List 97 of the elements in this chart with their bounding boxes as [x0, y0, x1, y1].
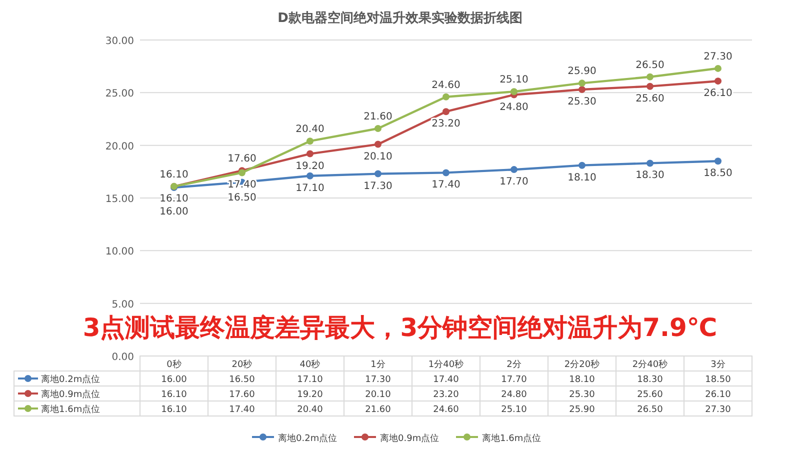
text: 20.10: [364, 151, 392, 162]
data-label: 20.10: [365, 390, 392, 400]
data-label: 24.80: [501, 390, 528, 400]
x-tick-label: 1分40秒: [428, 359, 464, 370]
point: [646, 160, 654, 167]
point: [510, 166, 518, 174]
text: 16.50: [228, 192, 256, 204]
text: 17.70: [500, 176, 528, 188]
x-tick-label: 3分: [710, 359, 726, 370]
text: 27.30: [704, 51, 732, 62]
point: [646, 73, 654, 80]
text: 16.10: [160, 193, 188, 204]
legend-label: 离地0.9m点位: [41, 389, 100, 400]
data-label: 21.60: [365, 405, 392, 415]
data-label: 20.40: [297, 405, 324, 415]
data-label: 24.60: [433, 405, 460, 415]
data-label: 17.70: [501, 375, 528, 385]
point: [442, 108, 450, 116]
data-label: 17.30: [365, 375, 392, 385]
text: 17.30: [364, 180, 392, 192]
text: 25.60: [636, 93, 664, 104]
point: [646, 82, 654, 90]
text: 离地1.6m点位: [482, 434, 542, 444]
point: [442, 93, 450, 100]
data-label: 25.30: [569, 390, 596, 400]
text: 25.90: [568, 66, 596, 78]
y-tick-label: 5.00: [112, 299, 134, 310]
x-tick-label: 20秒: [232, 359, 252, 370]
data-label: 19.20: [297, 390, 324, 400]
data-label: 17.10: [297, 375, 324, 385]
data-label: 16.00: [161, 375, 188, 385]
x-tick-label: 2分20秒: [564, 359, 600, 370]
x-tick-label: 2分: [506, 359, 522, 370]
point: [578, 80, 586, 87]
point: [510, 88, 518, 96]
x-tick-label: 2分40秒: [632, 359, 668, 370]
text: 24.60: [432, 80, 460, 91]
chart-title: D款电器空间绝对温升效果实验数据折线图: [278, 10, 522, 26]
x-tick-label: 40秒: [300, 359, 320, 370]
text: 离地0.2m点位: [278, 434, 338, 444]
data-label: 26.10: [705, 390, 732, 400]
data-label: 17.40: [229, 405, 256, 415]
text: 18.50: [704, 168, 732, 180]
legend-label: 离地1.6m点位: [41, 404, 100, 415]
data-label: 26.50: [637, 405, 664, 415]
data-label: 16.10: [161, 405, 188, 415]
point: [578, 86, 586, 94]
point: [714, 78, 722, 85]
text: 17.10: [296, 182, 324, 194]
y-tick-label: 10.00: [105, 246, 134, 258]
legend-label: 离地0.2m点位: [41, 374, 100, 385]
text: 21.60: [364, 111, 392, 122]
text: 18.30: [636, 170, 664, 182]
text: 19.20: [296, 160, 324, 172]
data-label: 18.30: [637, 375, 664, 385]
y-tick-label: 25.00: [105, 88, 134, 100]
text: 26.50: [636, 60, 664, 71]
y-tick-label: 30.00: [105, 36, 134, 47]
text: 16.10: [160, 169, 188, 180]
text: 20.40: [296, 124, 324, 136]
point: [306, 138, 314, 145]
data-label: 25.90: [569, 405, 596, 415]
x-tick-label: 0秒: [166, 359, 182, 370]
point: [306, 172, 314, 180]
point: [714, 158, 722, 165]
text: 25.10: [500, 74, 528, 86]
x-tick-label: 1分: [370, 359, 386, 370]
point: [714, 64, 722, 72]
text: 26.10: [704, 88, 732, 100]
data-label: 25.60: [637, 390, 664, 400]
text: 23.20: [432, 118, 460, 130]
data-label: 25.10: [501, 405, 528, 415]
data-label: 23.20: [433, 390, 460, 400]
text: 17.40: [432, 180, 460, 191]
text: 16.00: [160, 206, 188, 218]
data-label: 27.30: [705, 405, 732, 415]
point: [374, 124, 382, 132]
text: 17.60: [228, 154, 256, 165]
text: 25.30: [568, 96, 596, 108]
data-label: 18.50: [705, 375, 732, 385]
y-tick-label: 15.00: [105, 194, 134, 205]
y-tick-label: 20.00: [105, 141, 134, 152]
data-label: 17.60: [229, 390, 256, 400]
annotation: 3点测试最终温度差异最大，3分钟空间绝对温升为7.9℃: [82, 313, 718, 342]
text: 24.80: [500, 102, 528, 113]
point: [442, 169, 450, 176]
point: [306, 150, 314, 158]
data-label: 18.10: [569, 375, 596, 385]
point: [374, 140, 382, 148]
point: [578, 162, 586, 169]
data-label: 17.40: [433, 375, 460, 385]
data-label: 16.10: [161, 390, 188, 400]
data-label: 16.50: [229, 375, 256, 385]
point: [374, 170, 382, 178]
text: 18.10: [568, 172, 596, 184]
text: 离地0.9m点位: [380, 434, 440, 444]
y-tick-label: 0.00: [112, 352, 134, 363]
